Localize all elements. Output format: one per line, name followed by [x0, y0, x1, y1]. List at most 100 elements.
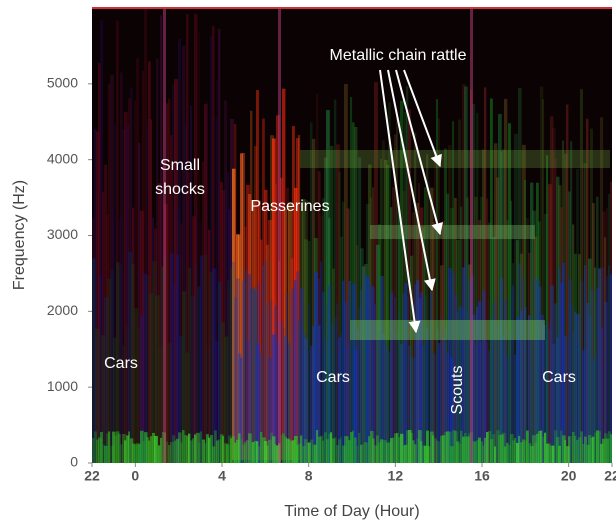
spectrogram-texture	[518, 87, 522, 463]
spectrogram-texture	[466, 436, 470, 463]
spectrogram-texture	[302, 445, 306, 463]
spectrogram-texture	[434, 151, 437, 463]
spectrogram-texture	[272, 334, 276, 463]
spectrogram-texture	[566, 104, 569, 463]
spectrogram-texture	[300, 150, 610, 168]
spectrogram-texture	[130, 87, 133, 463]
spectrogram-texture	[216, 440, 220, 463]
spectrogram-texture	[143, 273, 148, 463]
spectrogram-texture	[228, 435, 232, 463]
spectrogram-texture	[288, 204, 292, 460]
spectrogram-texture	[486, 431, 489, 463]
spectrogram-texture	[138, 443, 142, 463]
spectrogram-texture	[590, 289, 594, 463]
spectrogram-texture	[288, 343, 291, 463]
spectrogram-texture	[402, 293, 406, 463]
spectrogram-texture	[476, 112, 479, 463]
spectrogram-texture	[506, 442, 509, 463]
spectrogram-texture	[594, 267, 597, 463]
spectrogram-texture	[158, 346, 163, 463]
spectrogram-texture	[468, 281, 472, 463]
spectrogram-texture	[488, 222, 492, 463]
spectrogram-texture	[392, 323, 395, 463]
spectrogram-texture	[376, 244, 380, 463]
spectrogram-texture	[418, 298, 422, 463]
spectrogram-texture	[236, 234, 240, 460]
spectrogram-texture	[554, 430, 558, 463]
spectrogram-texture	[376, 321, 379, 463]
spectrogram-texture	[170, 253, 174, 463]
spectrogram-texture	[456, 441, 460, 463]
spectrogram-texture	[602, 438, 606, 463]
spectrogram-texture	[100, 20, 104, 463]
spectrogram-texture	[456, 240, 460, 463]
spectrogram-texture	[300, 288, 304, 463]
spectrogram-texture	[326, 305, 329, 463]
spectrogram-texture	[96, 439, 99, 463]
spectrogram-texture	[358, 157, 362, 463]
spectrogram-texture	[202, 439, 206, 463]
spectrogram-texture	[602, 211, 606, 463]
x-tick-label: 20	[561, 468, 577, 484]
spectrogram-texture	[396, 332, 399, 463]
spectrogram-texture	[568, 279, 572, 463]
spectrogram-texture	[270, 135, 274, 460]
spectrogram-texture	[134, 100, 137, 463]
spectrogram-texture	[602, 267, 605, 463]
spectrogram-texture	[384, 440, 388, 463]
spectrogram-texture	[370, 197, 373, 463]
spectrogram-texture	[92, 217, 95, 463]
spectrogram-texture	[514, 355, 518, 463]
spectrogram-texture	[570, 302, 574, 463]
spectrogram-texture	[434, 438, 437, 463]
spectrogram-texture	[102, 444, 105, 463]
spectrogram-texture	[92, 258, 96, 463]
spectrogram-texture	[372, 187, 375, 463]
spectrogram-texture	[550, 285, 554, 463]
spectrogram-texture	[144, 8, 148, 463]
spectrogram-texture	[406, 430, 409, 463]
spectrogram-texture	[478, 437, 482, 463]
spectrogram-texture	[316, 430, 319, 463]
spectrogram-texture	[496, 177, 500, 463]
spectrogram-texture	[306, 200, 309, 463]
spectrogram-texture	[200, 223, 203, 463]
spectrogram-texture	[222, 190, 226, 463]
spectrogram-texture	[440, 265, 444, 463]
spectrogram-texture	[378, 224, 381, 463]
spectrogram-texture	[398, 437, 401, 463]
spectrogram-texture	[394, 433, 398, 463]
spectrogram-texture	[366, 442, 369, 463]
spectrogram-texture	[538, 431, 542, 463]
spectrogram-texture	[178, 38, 181, 463]
spectrogram-texture	[502, 337, 505, 463]
spectrogram-texture	[412, 212, 415, 463]
spectrogram-texture	[426, 327, 429, 463]
spectrogram-texture	[204, 104, 208, 463]
spectrogram-texture	[600, 443, 604, 463]
spectrogram-texture	[126, 435, 130, 463]
spectrogram-texture	[490, 98, 493, 463]
spectrogram-texture	[536, 279, 540, 463]
spectrogram-texture	[410, 432, 413, 463]
spectrogram-texture	[324, 432, 327, 463]
spectrogram-texture	[344, 301, 348, 463]
spectrogram-texture	[240, 439, 243, 463]
spectrogram-texture	[258, 282, 261, 463]
spectrogram-texture	[564, 153, 568, 463]
spectrogram-texture	[394, 296, 397, 463]
spectrogram-texture	[184, 434, 187, 463]
spectrogram-texture	[562, 262, 565, 463]
spectrogram-texture	[138, 142, 141, 463]
spectrogram-texture	[422, 345, 426, 463]
spectrogram-texture	[272, 436, 276, 463]
spectrogram-texture	[112, 207, 115, 463]
spectrogram-texture	[197, 286, 201, 463]
spectrogram-texture	[95, 328, 100, 463]
spectrogram-texture	[264, 260, 267, 463]
spectrogram-texture	[560, 282, 564, 463]
spectrogram-texture	[508, 330, 512, 463]
spectrogram-texture	[250, 288, 253, 463]
spectrogram-texture	[592, 359, 596, 463]
spectrogram-texture	[378, 331, 381, 463]
